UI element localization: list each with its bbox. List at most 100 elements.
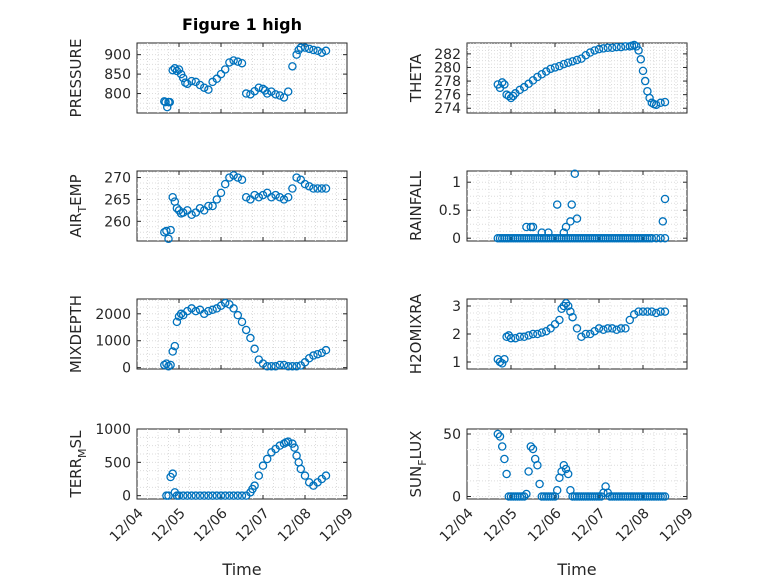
axes-frame <box>466 170 688 242</box>
data-point <box>279 360 289 370</box>
data-point <box>506 93 516 103</box>
data-point <box>621 324 630 333</box>
data-point <box>570 169 580 179</box>
x-tick-label: 12/08 <box>613 505 653 545</box>
data-point <box>561 222 571 232</box>
data-point <box>651 233 661 243</box>
data-point <box>283 192 293 202</box>
data-point <box>656 98 665 108</box>
y-tick-label: 900 <box>104 48 131 64</box>
data-point <box>191 208 201 217</box>
data-point <box>271 190 280 200</box>
data-point <box>271 90 280 99</box>
subplot-3: 260 265 270 AIRTEMP <box>67 170 348 244</box>
data-point <box>300 43 310 52</box>
data-point <box>599 325 608 335</box>
data-point <box>250 344 259 354</box>
data-point <box>500 354 509 364</box>
data-point <box>535 479 544 489</box>
data-point <box>632 42 641 51</box>
data-point <box>537 70 547 79</box>
data-point <box>552 200 562 209</box>
data-point <box>212 304 222 313</box>
y-tick-label: 276 <box>434 88 461 104</box>
data-point <box>220 179 230 189</box>
data-point <box>183 306 192 316</box>
data-point <box>241 325 251 335</box>
y-tick-label: 2000 <box>95 307 131 323</box>
data-point <box>283 87 293 96</box>
data-point <box>515 85 525 95</box>
data-point <box>502 332 511 342</box>
data-point <box>296 175 306 184</box>
y-tick-label: 0 <box>452 490 461 506</box>
subplot-6: 1 2 3 H2OMIXRA <box>407 293 688 374</box>
data-point <box>321 46 331 56</box>
data-point <box>502 469 511 479</box>
data-point <box>279 439 289 448</box>
data-point <box>563 301 573 311</box>
data-point <box>160 360 169 370</box>
data-point <box>612 325 621 335</box>
data-point <box>528 222 538 232</box>
data-point <box>522 489 531 499</box>
data-point <box>166 360 175 370</box>
data-point <box>195 80 205 90</box>
data-point <box>225 58 234 67</box>
data-point <box>241 192 251 202</box>
subplot-4: 0 0.5 1 RAINFALL <box>407 169 688 247</box>
data-point <box>300 179 310 189</box>
data-point <box>313 46 322 56</box>
x-tick-label: 12/06 <box>191 505 231 545</box>
y-tick-label: 260 <box>104 214 131 230</box>
data-point <box>250 481 259 490</box>
data-point <box>660 307 670 316</box>
data-point <box>262 454 272 464</box>
data-point <box>199 206 209 215</box>
data-point <box>199 491 209 500</box>
data-point <box>658 217 668 226</box>
data-point <box>229 304 238 313</box>
data-point <box>629 310 639 319</box>
data-point <box>250 190 259 200</box>
data-point <box>191 491 201 500</box>
subplot-1: 800 850 900 PRESSURE Figure 1 high <box>67 15 348 117</box>
data-point <box>317 184 327 193</box>
data-point <box>174 491 184 500</box>
data-point <box>170 341 180 351</box>
data-point <box>168 65 177 75</box>
data-point <box>519 332 529 342</box>
y-tick-label: 50 <box>443 427 461 443</box>
data-point <box>313 184 322 193</box>
y-axis-label: MIXDEPTH <box>67 295 85 373</box>
data-point <box>165 97 175 107</box>
data-point <box>519 492 529 501</box>
y-tick-label: 1 <box>452 355 461 371</box>
data-point <box>590 46 599 55</box>
data-point <box>537 328 547 337</box>
data-point <box>603 324 613 333</box>
data-point <box>568 57 577 66</box>
data-point <box>500 454 509 464</box>
y-tick-label: 2 <box>452 327 461 343</box>
data-point <box>493 429 503 439</box>
data-point <box>572 55 582 65</box>
data-point <box>229 491 238 500</box>
data-point <box>233 173 243 182</box>
data-point <box>288 362 297 371</box>
y-tick-label: 282 <box>434 47 461 63</box>
data-point <box>321 184 331 193</box>
data-point <box>216 301 226 310</box>
data-point <box>246 195 255 204</box>
data-point <box>546 324 555 333</box>
data-point <box>645 93 654 103</box>
x-tick-label: 12/04 <box>107 505 147 545</box>
x-tick-label: 12/09 <box>657 505 697 545</box>
data-point <box>237 175 247 184</box>
data-point <box>572 324 582 333</box>
y-axis-label: TERRMSL <box>67 430 89 499</box>
data-point <box>495 357 505 367</box>
data-point <box>178 491 188 500</box>
data-point <box>172 317 182 327</box>
